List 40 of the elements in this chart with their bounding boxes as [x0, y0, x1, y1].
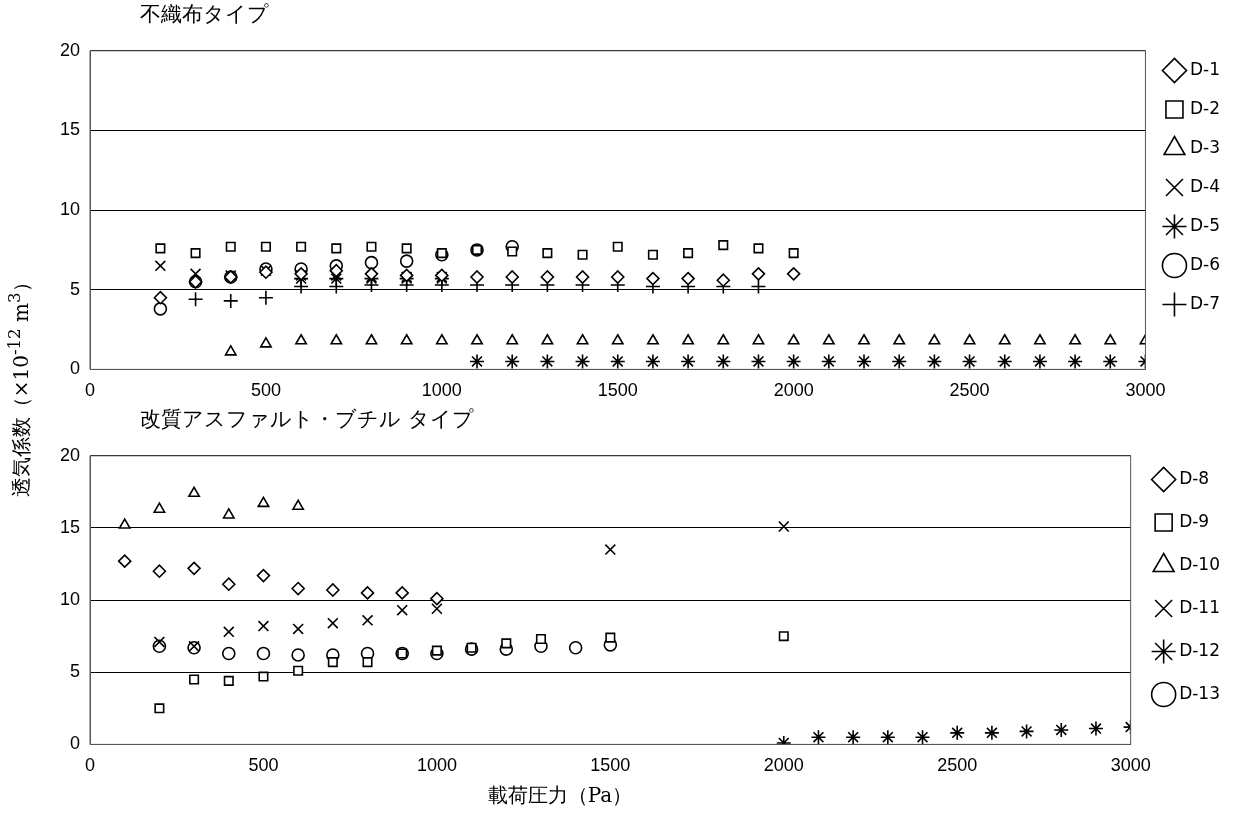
x-tick-label: 0	[85, 755, 96, 776]
y-tick-label: 0	[70, 358, 81, 379]
y-tick-label: 20	[59, 444, 81, 465]
x-tick-label: 2000	[773, 380, 814, 401]
legend-label: D-10	[1179, 553, 1220, 574]
y-tick-label: 0	[70, 733, 81, 754]
x-tick-label: 500	[250, 380, 281, 401]
legend-label: D-5	[1189, 214, 1221, 235]
chart-title: 不織布タイプ	[140, 1, 269, 28]
y-tick-label: 20	[59, 39, 81, 60]
legend-label: D-3	[1189, 136, 1221, 157]
legend-label: D-1	[1189, 58, 1221, 79]
x-tick-label: 0	[85, 380, 96, 401]
x-tick-label: 500	[248, 755, 279, 776]
y-tick-label: 10	[59, 199, 81, 220]
x-tick-label: 3000	[1110, 755, 1151, 776]
x-axis-title: 載荷圧力（Pa）	[486, 782, 634, 809]
y-tick-label: 15	[59, 119, 81, 140]
legend-label: D-6	[1189, 253, 1221, 274]
y-tick-label: 5	[70, 661, 81, 682]
x-tick-label: 2500	[937, 755, 978, 776]
legend-label: D-13	[1179, 682, 1220, 703]
x-tick-label: 1500	[597, 380, 638, 401]
x-tick-label: 3000	[1125, 380, 1166, 401]
x-tick-label: 2000	[763, 755, 804, 776]
legend-label: D-12	[1179, 639, 1220, 660]
legend-label: D-8	[1179, 467, 1210, 488]
chart-title: 改質アスファルト・ブチル タイプ	[140, 406, 474, 433]
legend-label: D-11	[1179, 596, 1220, 617]
legend-label: D-2	[1189, 97, 1221, 118]
legend-label: D-9	[1179, 510, 1210, 531]
y-tick-label: 10	[59, 589, 81, 610]
x-tick-label: 1000	[421, 380, 462, 401]
legend-label: D-4	[1189, 175, 1221, 196]
x-tick-label: 2500	[949, 380, 990, 401]
y-tick-label: 15	[59, 516, 81, 537]
legend-label: D-7	[1189, 292, 1221, 313]
x-tick-label: 1000	[416, 755, 457, 776]
x-tick-label: 1500	[590, 755, 631, 776]
y-tick-label: 5	[70, 278, 81, 299]
